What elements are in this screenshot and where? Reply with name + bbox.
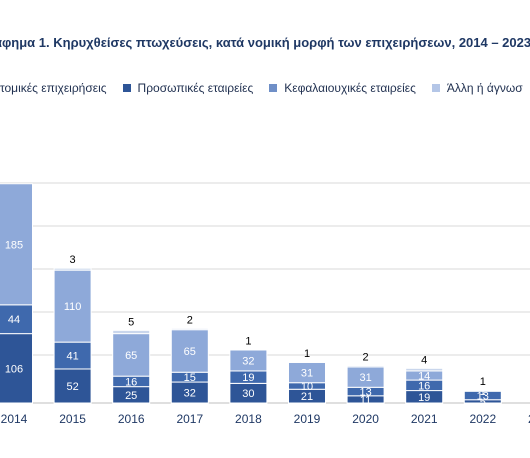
bar-segment xyxy=(405,367,444,372)
legend-item-alli: Άλλη ή άγνωσ xyxy=(431,81,523,95)
bar-segment xyxy=(53,267,92,271)
data-label: 19 xyxy=(418,392,430,404)
data-label: 5 xyxy=(128,316,134,328)
chart-title: άφημα 1. Κηρυχθείσες πτωχεύσεις, κατά νο… xyxy=(0,35,530,50)
data-label: 1 xyxy=(304,348,310,360)
x-tick-label: 2019 xyxy=(294,412,321,426)
data-label: 4 xyxy=(421,354,427,366)
data-label: 1 xyxy=(480,376,486,388)
bar-segment xyxy=(288,361,326,363)
data-label: 25 xyxy=(125,390,137,402)
data-label: 31 xyxy=(301,368,313,380)
data-label: 11 xyxy=(360,394,371,406)
x-tick-label: 2020 xyxy=(352,412,379,426)
legend: ατομικές επιχειρήσεις Προσωπικές εταιρεί… xyxy=(0,81,530,95)
data-label: 65 xyxy=(125,350,137,362)
data-label: 3 xyxy=(70,254,76,266)
legend-swatch-alli xyxy=(431,84,440,92)
bar-segment xyxy=(112,329,151,335)
bar-segment xyxy=(53,341,92,370)
legend-label-prosopikes: Προσωπικές εταιρείες xyxy=(137,81,254,95)
data-label: 10 xyxy=(301,381,313,393)
data-label: 1 xyxy=(245,335,251,347)
data-label: 14 xyxy=(418,371,430,383)
bar-segment xyxy=(170,329,209,373)
data-label: 110 xyxy=(64,301,82,313)
legend-swatch-kefalaiouxikes xyxy=(269,84,278,92)
legend-label-atomikes: ατομικές επιχειρήσεις xyxy=(0,81,107,95)
x-tick-label: 2017 xyxy=(176,412,203,426)
data-label: 44 xyxy=(8,314,20,326)
data-label: 21 xyxy=(301,391,313,403)
x-tick-label: 2015 xyxy=(59,412,86,426)
data-label: 106 xyxy=(5,363,23,375)
data-label: 31 xyxy=(359,372,371,384)
legend-item-prosopikes: Προσωπικές εταιρείες xyxy=(122,81,254,95)
data-label: 15 xyxy=(184,372,196,384)
x-tick-label: 2018 xyxy=(235,412,262,426)
data-label: 32 xyxy=(242,355,254,367)
bar-segment xyxy=(53,368,92,404)
x-tick-label: 2021 xyxy=(411,412,438,426)
data-label: 1 xyxy=(480,386,486,398)
legend-swatch-prosopikes xyxy=(122,84,131,92)
x-tick-label: 2016 xyxy=(118,412,145,426)
data-label: 5 xyxy=(480,396,486,408)
data-label: 65 xyxy=(184,346,196,358)
data-label: 19 xyxy=(242,372,254,384)
data-label: 13 xyxy=(359,387,371,399)
bar-segment xyxy=(229,348,268,351)
data-label: 41 xyxy=(66,351,78,363)
data-label: 2 xyxy=(187,314,193,326)
bar-segment xyxy=(112,333,151,377)
x-tick-label: 2014 xyxy=(1,412,28,426)
x-tick-label: 2022 xyxy=(469,412,496,426)
legend-item-atomikes: ατομικές επιχειρήσεις xyxy=(0,81,107,95)
legend-label-kefalaiouxikes: Κεφαλαιουχικές εταιρείες xyxy=(284,81,416,95)
data-label: 32 xyxy=(184,388,196,400)
data-label: 16 xyxy=(418,380,430,392)
legend-item-kefalaiouxikes: Κεφαλαιουχικές εταιρείες xyxy=(269,81,416,95)
bar-segment xyxy=(463,389,502,392)
data-label: 52 xyxy=(66,381,78,393)
legend-label-alli: Άλλη ή άγνωσ xyxy=(446,81,523,95)
bar-segment xyxy=(170,327,209,331)
data-label: 16 xyxy=(125,376,137,388)
bar-segment xyxy=(0,333,33,404)
bar-segment xyxy=(53,269,92,343)
x-tick-label: 2023 xyxy=(528,412,530,426)
data-label: 2 xyxy=(363,352,369,364)
data-label: 30 xyxy=(242,388,254,400)
data-label: 13 xyxy=(477,390,489,402)
bar-segment xyxy=(346,365,385,368)
bar-segment xyxy=(0,183,33,306)
data-label: 185 xyxy=(5,239,23,251)
